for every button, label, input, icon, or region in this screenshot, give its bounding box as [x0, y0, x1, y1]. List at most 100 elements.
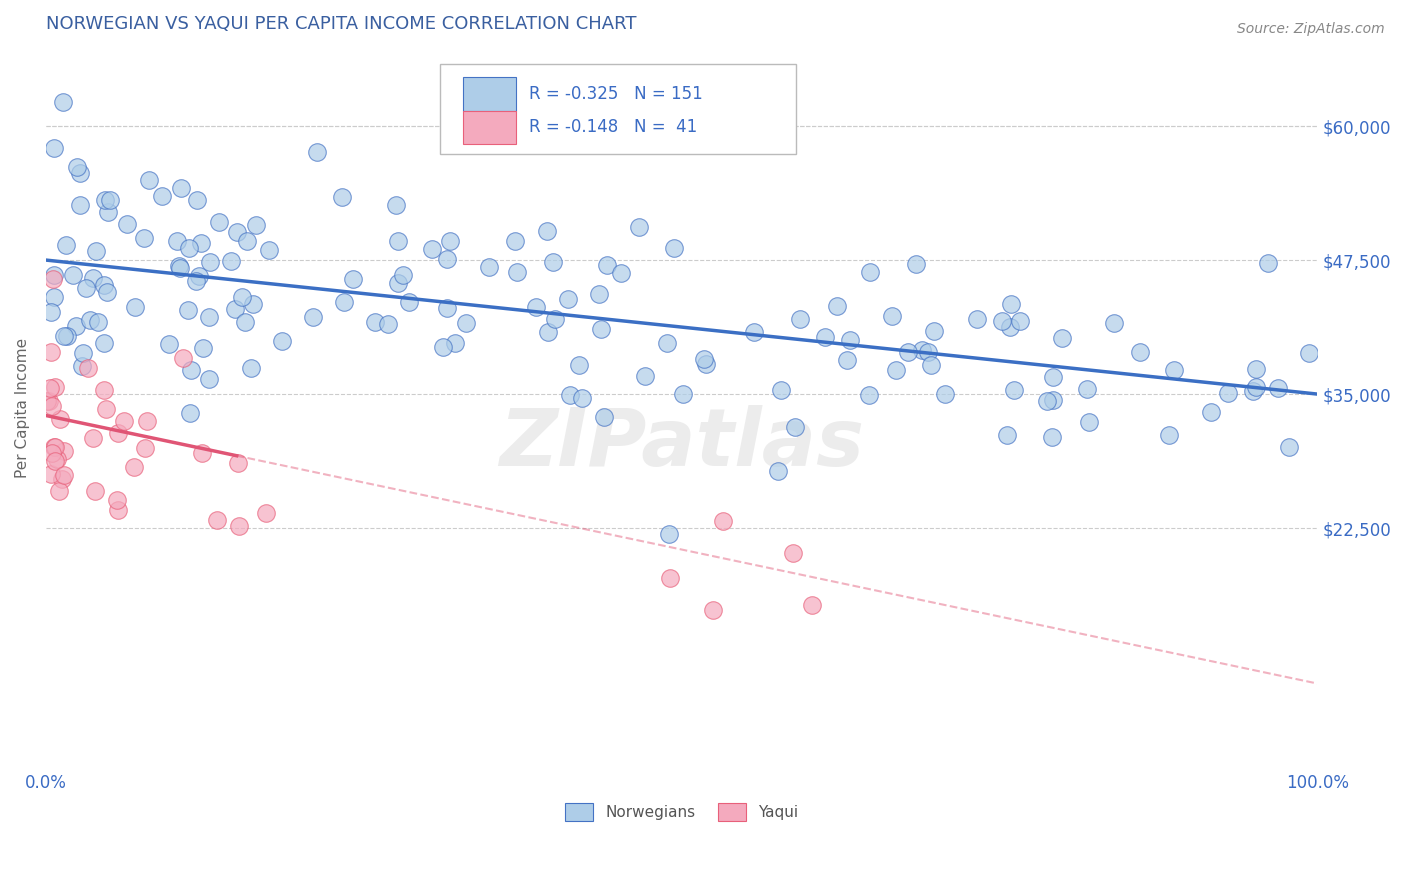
Point — [177, 302, 200, 317]
Point — [589, 322, 612, 336]
Point — [224, 301, 246, 316]
Point — [44, 141, 66, 155]
Point — [115, 217, 138, 231]
Point — [884, 363, 907, 377]
FancyBboxPatch shape — [463, 78, 516, 111]
Point — [342, 272, 364, 286]
Point — [72, 346, 94, 360]
Point — [1000, 319, 1022, 334]
Point — [633, 369, 655, 384]
Point — [254, 506, 277, 520]
Point — [664, 241, 686, 255]
Point — [53, 444, 76, 458]
Point — [235, 235, 257, 249]
Point — [97, 205, 120, 219]
Y-axis label: Per Capita Income: Per Capita Income — [15, 337, 30, 477]
Point — [770, 384, 793, 398]
Point — [66, 160, 89, 174]
Point — [835, 353, 858, 368]
Point — [503, 235, 526, 249]
Point — [742, 325, 765, 339]
Point — [179, 406, 201, 420]
Point — [439, 234, 461, 248]
Point — [384, 197, 406, 211]
Point — [271, 334, 294, 348]
Point — [205, 513, 228, 527]
Point — [231, 290, 253, 304]
Point — [48, 483, 70, 498]
Point — [307, 145, 329, 160]
Point — [134, 441, 156, 455]
Point — [800, 599, 823, 613]
Point — [1298, 346, 1320, 360]
FancyBboxPatch shape — [440, 63, 796, 154]
Point — [87, 315, 110, 329]
Point — [628, 220, 651, 235]
Point — [768, 464, 790, 478]
Point — [169, 261, 191, 276]
Point — [827, 299, 849, 313]
Point — [436, 301, 458, 316]
Point — [44, 440, 66, 454]
Point — [239, 360, 262, 375]
Point — [558, 388, 581, 402]
Point — [443, 335, 465, 350]
Point — [184, 274, 207, 288]
Point — [42, 440, 65, 454]
Point — [69, 198, 91, 212]
Point — [190, 446, 212, 460]
Point — [571, 391, 593, 405]
Point — [44, 380, 66, 394]
Point — [42, 268, 65, 282]
Point — [62, 268, 84, 282]
Text: NORWEGIAN VS YAQUI PER CAPITA INCOME CORRELATION CHART: NORWEGIAN VS YAQUI PER CAPITA INCOME COR… — [46, 15, 637, 33]
Point — [198, 372, 221, 386]
FancyBboxPatch shape — [463, 111, 516, 144]
Point — [42, 272, 65, 286]
Point — [124, 460, 146, 475]
Point — [332, 294, 354, 309]
Point — [543, 254, 565, 268]
Point — [1246, 380, 1268, 394]
Point — [536, 325, 558, 339]
Point — [398, 295, 420, 310]
Point — [432, 340, 454, 354]
Point — [42, 290, 65, 304]
Point — [1036, 393, 1059, 408]
Point — [478, 260, 501, 274]
Point — [138, 172, 160, 186]
Point — [659, 571, 682, 585]
Point — [995, 427, 1018, 442]
Point — [789, 311, 811, 326]
Point — [920, 358, 942, 372]
Point — [94, 193, 117, 207]
Point — [82, 431, 104, 445]
Point — [233, 314, 256, 328]
Point — [172, 351, 194, 366]
Point — [186, 193, 208, 207]
Point — [169, 259, 191, 273]
Point — [922, 324, 945, 338]
Point — [814, 329, 837, 343]
Point — [302, 310, 325, 325]
Point — [49, 412, 72, 426]
Point — [226, 225, 249, 239]
Point — [330, 189, 353, 203]
Point — [1163, 362, 1185, 376]
Point — [45, 452, 67, 467]
Point — [934, 386, 956, 401]
Point — [82, 270, 104, 285]
Point — [1078, 415, 1101, 429]
Point — [51, 472, 73, 486]
Point — [783, 420, 806, 434]
Point — [1199, 405, 1222, 419]
Point — [839, 333, 862, 347]
Point — [1267, 381, 1289, 395]
Point — [1257, 256, 1279, 270]
Point — [387, 234, 409, 248]
Point — [245, 218, 267, 232]
Point — [187, 268, 209, 283]
Text: ZIPatlas: ZIPatlas — [499, 405, 865, 483]
Point — [124, 300, 146, 314]
Point — [695, 357, 717, 371]
